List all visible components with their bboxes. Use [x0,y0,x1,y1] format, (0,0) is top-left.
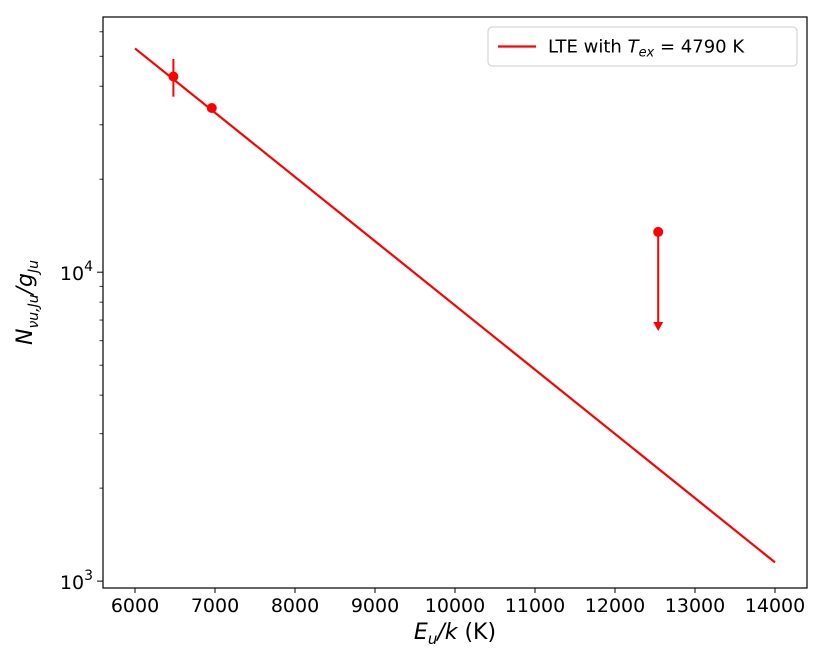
x-tick-label: 9000 [351,595,399,617]
x-axis-label-sub: u [428,630,438,648]
x-tick-label: 8000 [271,595,319,617]
legend-label-prefix: LTE with [548,37,628,58]
y-tick-label: 103 [60,568,93,594]
y-axis-label-sub2: Ju [26,260,42,276]
data-point [206,103,217,114]
x-tick-label: 11000 [505,595,565,617]
legend-label-sub: ex [639,46,655,61]
x-tick-label: 12000 [585,595,645,617]
y-axis-label-mid: /g [13,273,38,296]
legend-box [487,26,798,67]
x-axis-label-main: E [414,620,428,645]
x-tick-label: 6000 [111,595,159,617]
x-tick-label: 14000 [745,595,805,617]
legend-label-lte: LTE with Tex = 4790 K [548,37,745,61]
x-tick-label: 13000 [665,595,725,617]
lte-fit-line [134,47,776,564]
x-axis-ticks: 6000 7000 8000 9000 10000 11000 12000 13000 1400… [111,588,805,617]
y-axis-ticks: 103 104 [60,31,103,594]
x-tick-label: 7000 [191,595,239,617]
x-tick-label: 10000 [425,595,485,617]
x-axis-label: Eu/k (K) [414,620,496,648]
x-axis-label-mid: /k [435,620,458,645]
legend: LTE with Tex = 4790 K [487,26,798,67]
x-axis-label-tail: (K) [457,620,496,645]
y-axis-label-sub: νu,Ju [26,294,42,328]
data-point [168,71,179,82]
legend-label-T: T [628,37,641,58]
legend-label-value: = 4790 K [654,37,745,58]
y-tick-label: 104 [60,259,93,285]
upper-limit-arrow-head [653,321,664,331]
upper-limit-point [653,226,664,237]
y-axis-label-main: N [13,329,38,345]
series-layer [134,47,776,564]
y-axis-label: Nνu,Ju/gJu [13,260,42,345]
